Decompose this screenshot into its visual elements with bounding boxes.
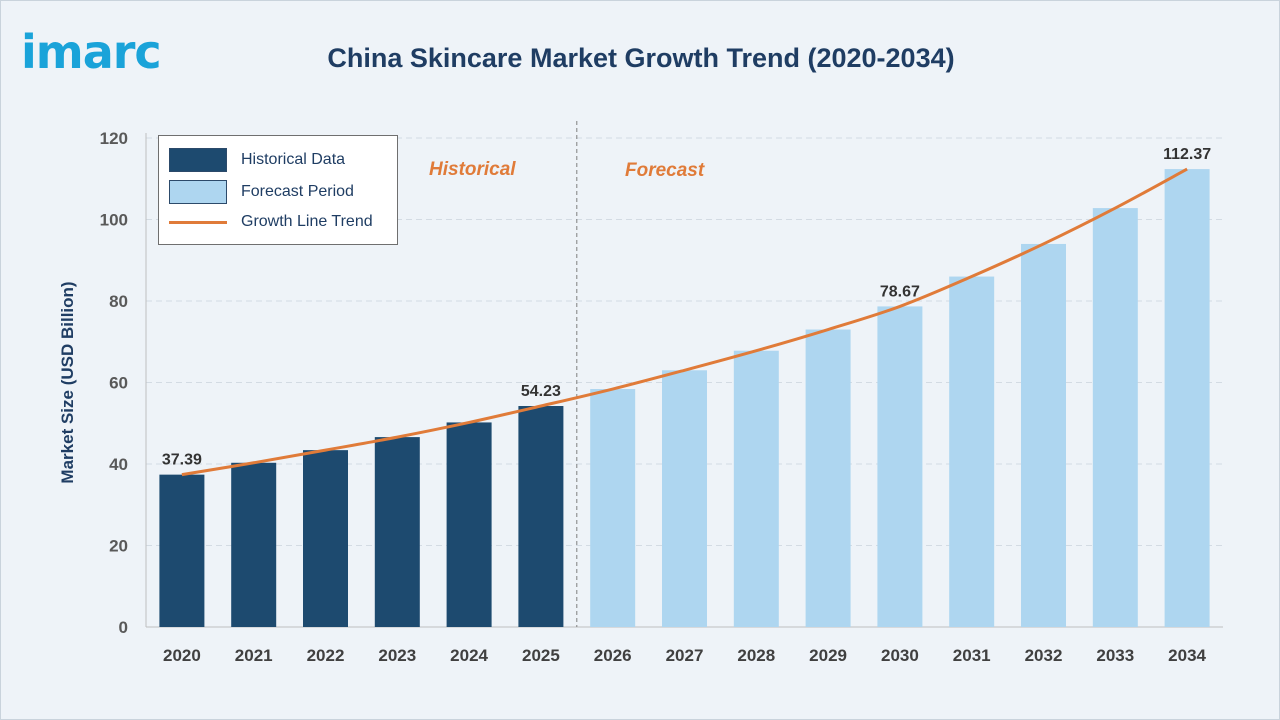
x-tick-label: 2024 [450, 646, 488, 665]
x-tick-label: 2027 [666, 646, 704, 665]
data-label-2034: 112.37 [1163, 146, 1211, 163]
legend-swatch-trend [169, 220, 227, 224]
y-tick-label: 80 [109, 292, 128, 311]
chart-title: China Skincare Market Growth Trend (2020… [327, 43, 955, 73]
imarc-logo: imarc [21, 25, 162, 79]
legend: Historical Data Forecast Period Growth L… [158, 135, 398, 245]
legend-item-trend: Growth Line Trend [169, 210, 373, 234]
x-tick-label: 2032 [1025, 646, 1063, 665]
bar-2023 [374, 437, 420, 627]
legend-swatch-historical [169, 148, 227, 172]
y-tick-label: 40 [109, 455, 128, 474]
x-tick-label: 2030 [881, 646, 919, 665]
bar-2029 [805, 329, 851, 627]
bar-2031 [949, 276, 995, 627]
bar-2033 [1092, 208, 1138, 627]
bar-2020 [159, 474, 205, 627]
bar-2027 [662, 370, 707, 627]
bar-2032 [1021, 243, 1066, 627]
x-tick-label: 2028 [737, 646, 775, 665]
x-tick-label: 2031 [953, 646, 991, 665]
y-tick-label: 0 [119, 618, 128, 637]
bar-2034 [1164, 169, 1210, 627]
data-label-2030: 78.67 [880, 283, 920, 300]
data-label-2025: 54.23 [521, 383, 561, 400]
legend-label-forecast: Forecast Period [241, 183, 354, 200]
x-tick-label: 2026 [594, 646, 632, 665]
x-tick-label: 2029 [809, 646, 847, 665]
x-tick-label: 2022 [307, 646, 345, 665]
x-tick-label: 2025 [522, 646, 560, 665]
y-tick-label: 120 [100, 129, 128, 148]
x-tick-label: 2020 [163, 646, 201, 665]
x-tick-label: 2034 [1168, 646, 1206, 665]
bar-2021 [231, 462, 277, 627]
legend-label-trend: Growth Line Trend [241, 213, 373, 230]
historical-section-label: Historical [429, 159, 516, 180]
x-tick-label: 2021 [235, 646, 273, 665]
data-label-2020: 37.39 [162, 452, 202, 469]
x-tick-label: 2023 [378, 646, 416, 665]
y-tick-label: 60 [109, 374, 128, 393]
bar-2028 [733, 350, 779, 627]
legend-swatch-forecast [169, 180, 227, 204]
forecast-section-label: Forecast [625, 160, 705, 181]
x-tick-label: 2033 [1096, 646, 1134, 665]
legend-label-historical: Historical Data [241, 151, 346, 168]
growth-trend-line [181, 167, 1188, 477]
legend-item-historical: Historical Data [169, 148, 345, 172]
bar-2022 [303, 450, 348, 627]
bar-2025 [518, 406, 564, 627]
bar-2030 [877, 306, 923, 627]
bar-2024 [446, 422, 492, 627]
y-tick-label: 20 [109, 537, 128, 556]
bar-2026 [590, 389, 636, 627]
y-axis-title: Market Size (USD Billion) [58, 281, 77, 483]
y-tick-label: 100 [100, 211, 128, 230]
legend-item-forecast: Forecast Period [169, 180, 354, 204]
